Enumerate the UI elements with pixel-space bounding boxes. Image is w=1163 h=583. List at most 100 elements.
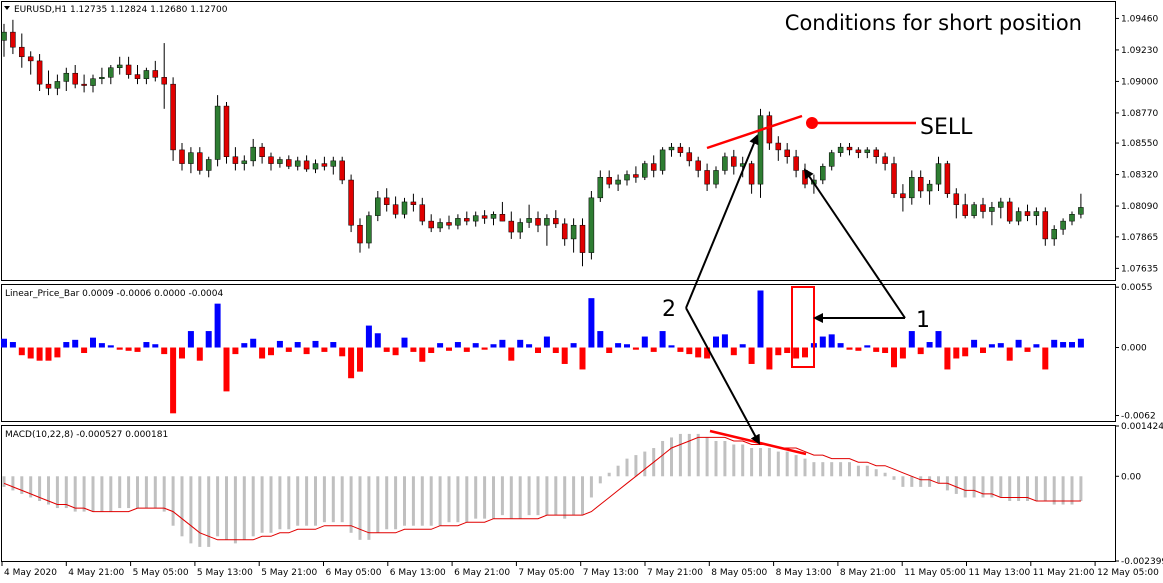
candle-body <box>962 204 968 216</box>
macd-hist-bar <box>1052 476 1056 505</box>
candle-body <box>143 70 150 79</box>
macd-hist-bar <box>509 476 513 519</box>
y-axis-ticks: 1.09460 1.09230 1.09000 1.08770 1.08550 1.083… <box>1115 14 1163 567</box>
lpb-bar <box>641 336 648 348</box>
candle <box>223 101 230 164</box>
candle <box>686 147 693 167</box>
candle-body <box>820 166 826 181</box>
candle-body <box>446 222 452 226</box>
lpb-bar <box>321 347 328 352</box>
candle <box>214 95 221 167</box>
lpb-bar <box>107 345 114 348</box>
symbol-dropdown-icon[interactable] <box>4 6 10 10</box>
candle <box>312 159 319 174</box>
macd-hist-bar <box>732 444 736 477</box>
macd-hist-bar <box>1026 476 1029 502</box>
lpb-bar <box>828 334 835 348</box>
macd-hist-bar <box>376 476 380 533</box>
candle <box>935 156 942 191</box>
macd-hist-bar <box>892 476 896 480</box>
x-tick-label: 11 May 21:00 <box>1033 568 1095 578</box>
candle-body <box>481 215 488 219</box>
macd-hist-bar <box>296 476 300 526</box>
macd-hist-bar <box>73 476 77 512</box>
price-trendline <box>706 114 803 150</box>
candle-body <box>321 163 328 167</box>
lpb-bar <box>606 347 613 353</box>
macd-hist-bar <box>11 476 15 491</box>
candle <box>161 43 167 109</box>
lpb-bar <box>1051 339 1058 348</box>
candle <box>784 143 790 164</box>
candle <box>330 156 337 175</box>
lpb-bar <box>873 347 880 352</box>
x-tick-label: 5 May 05:00 <box>133 568 189 578</box>
lpb-bar <box>472 343 479 348</box>
candle <box>188 147 194 174</box>
lpb-bar <box>704 347 711 359</box>
candle-body <box>517 222 523 233</box>
lpb-bar <box>588 298 595 348</box>
arrow-2-to-macd <box>685 307 760 445</box>
candle-body <box>392 204 399 215</box>
candle <box>179 143 185 171</box>
candle <box>775 136 782 161</box>
candle-body <box>357 224 363 244</box>
macd-hist-bar <box>55 476 59 509</box>
lpb-bar <box>499 339 506 348</box>
candle-body <box>197 152 203 171</box>
lpb-bar <box>232 347 239 355</box>
candle <box>108 64 114 85</box>
candle-body <box>846 146 853 151</box>
candle <box>882 152 888 171</box>
candle <box>900 184 906 212</box>
lpb-bar <box>535 347 541 353</box>
candle-body <box>116 64 123 68</box>
candle-body <box>926 183 933 192</box>
macd-hist-bar <box>874 469 878 477</box>
macd-hist-bar <box>963 476 967 498</box>
macd-hist-bar <box>260 476 264 533</box>
candle-body <box>650 163 657 171</box>
x-tick-label: 11 May 05:00 <box>904 568 966 578</box>
lpb-bar <box>36 347 43 361</box>
lpb-bar <box>63 342 70 348</box>
macd-hist-bar <box>981 476 985 498</box>
y-tick-label: -0.002399 <box>1121 557 1163 567</box>
candle-body <box>535 218 541 226</box>
candle <box>81 74 87 93</box>
lpb-bar <box>410 347 417 352</box>
lpb-bar <box>419 347 426 362</box>
lpb-bar <box>570 343 577 348</box>
y-tick-label: 0.001424 <box>1121 422 1163 432</box>
candle <box>446 215 452 230</box>
lpb-bar <box>437 343 444 348</box>
lpb-bar <box>81 347 88 353</box>
macd-hist-bar <box>287 476 291 530</box>
macd-hist-bar <box>776 451 780 477</box>
macd-hist-bar <box>305 476 309 526</box>
macd-hist-bar <box>821 462 825 477</box>
lpb-bar <box>428 347 435 353</box>
lpb-pane-frame <box>1 284 1116 422</box>
annotation-label-2: 2 <box>662 297 676 322</box>
candle-body <box>579 224 586 253</box>
candle-body <box>1060 220 1066 230</box>
candle <box>704 163 710 191</box>
candle-body <box>917 177 924 192</box>
candle-body <box>891 163 897 194</box>
macd-hist-bar <box>1070 476 1074 505</box>
macd-hist-bar <box>225 476 228 540</box>
arrow-1-to-price <box>803 168 906 319</box>
lpb-bar <box>134 347 141 352</box>
candle <box>375 190 381 222</box>
candle <box>855 147 862 159</box>
x-axis-ticks: 4 May 2020 4 May 21:00 5 May 05:00 5 May 13… <box>1 561 1159 578</box>
candle <box>570 218 577 253</box>
candle-body <box>464 218 470 222</box>
macd-hist-bar <box>937 476 940 484</box>
candlestick-series <box>1 19 1084 267</box>
candle <box>633 166 639 183</box>
lpb-bar <box>276 340 283 348</box>
candle-body <box>277 159 283 164</box>
